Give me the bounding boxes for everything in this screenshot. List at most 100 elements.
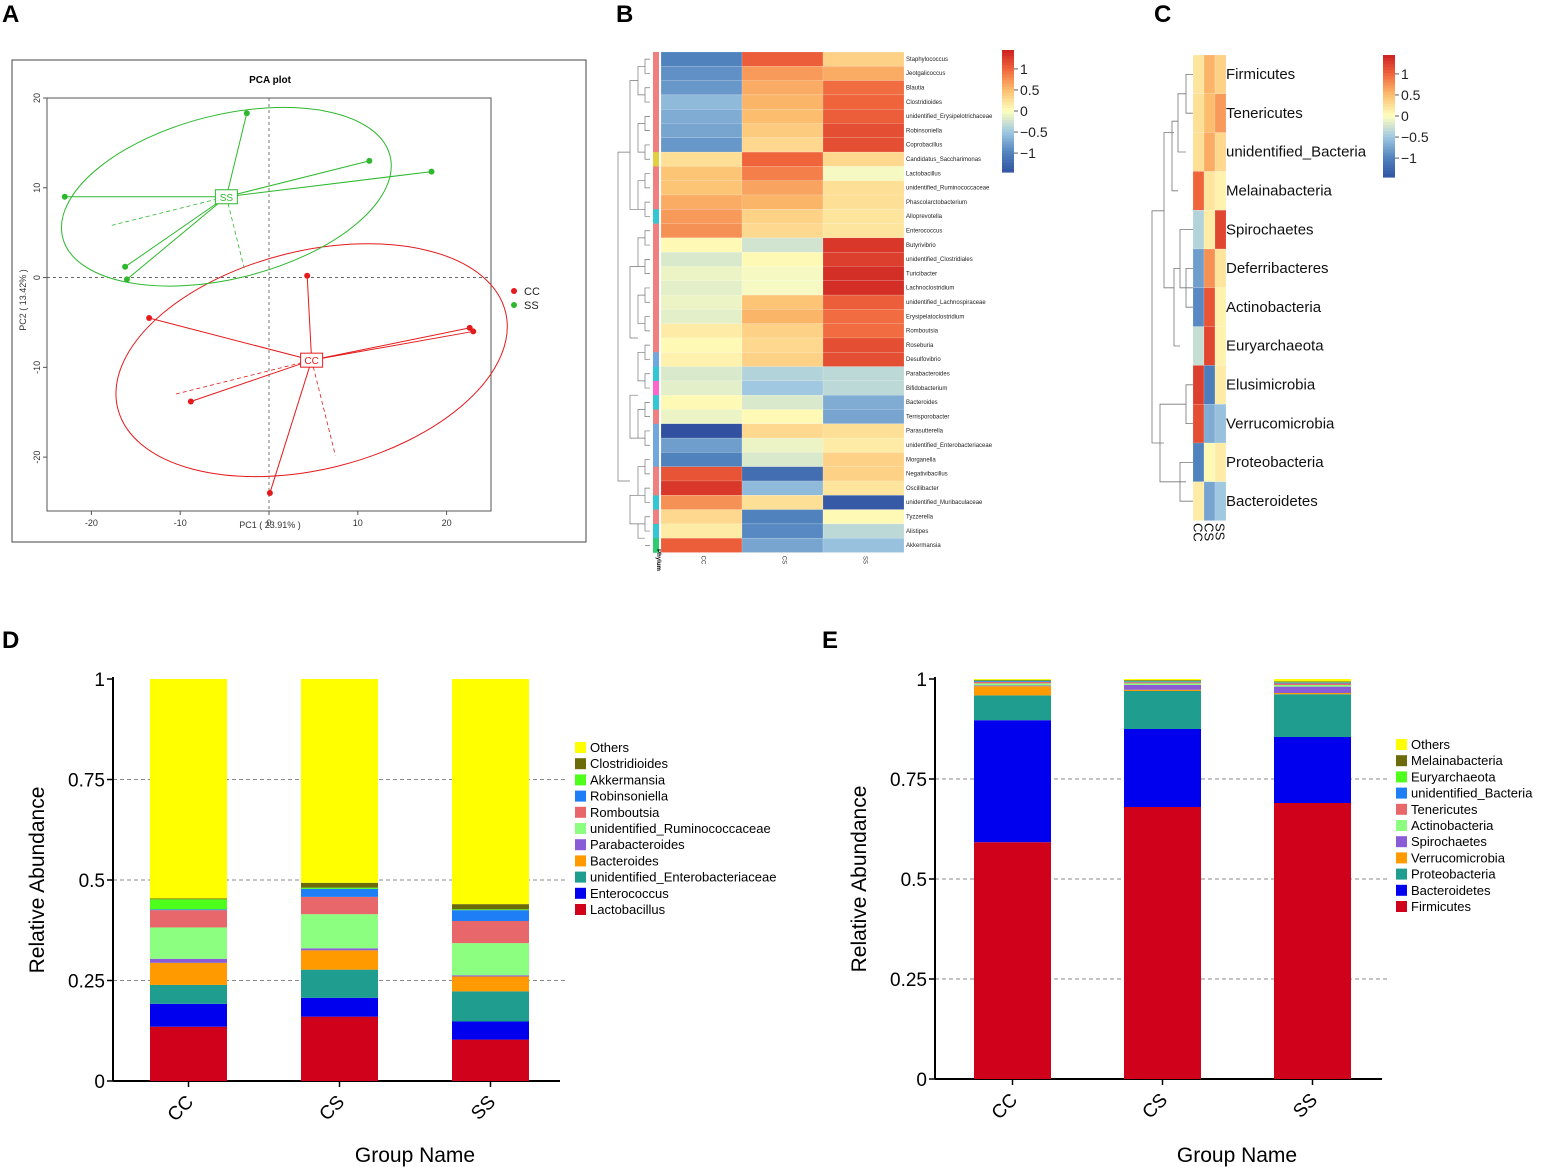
- phylum-heatmap-cell: [1214, 54, 1227, 94]
- genus-heatmap-cell: [660, 323, 743, 339]
- phylum-heatmap-cell: [1203, 248, 1216, 288]
- genus-colorbar-segment: [1002, 162, 1014, 167]
- genus-dendrogram-branch: [637, 180, 645, 210]
- genus-heatmap-cell: [660, 223, 743, 239]
- genus-row-label: Bacteroides: [906, 400, 938, 406]
- phylum-heatmap-cell: [1203, 132, 1216, 172]
- phylum-bar-bar-segment: [1124, 691, 1201, 729]
- genus-colorbar-segment: [1002, 107, 1014, 112]
- phylum-heatmap-cell: [1203, 54, 1216, 94]
- phylum-row-label: Proteobacteria: [1226, 454, 1324, 471]
- genus-row-label: Akkermansia: [906, 543, 941, 549]
- genus-phylum-cell: [653, 523, 659, 539]
- genus-colorbar-segment: [1002, 68, 1014, 72]
- genus-dendrogram-branch: [629, 266, 638, 339]
- phylum-bar-legend-label: Spirochaetes: [1411, 834, 1487, 849]
- genus-bar-bar-segment: [150, 984, 227, 1004]
- genus-colorbar-segment: [1002, 144, 1014, 149]
- genus-bar-bar-segment: [301, 1016, 378, 1081]
- genus-heatmap-cell: [822, 337, 905, 353]
- genus-heatmap-cell: [822, 523, 905, 539]
- genus-phylum-cell: [653, 438, 659, 453]
- genus-phylum-cell: [653, 538, 659, 553]
- genus-heatmap-cell: [822, 237, 905, 253]
- genus-row-label: Parabacteroides: [906, 371, 950, 377]
- genus-row-label: Erysipelatoclostridium: [906, 314, 964, 320]
- phylum-bar-xlabel: Group Name: [1177, 1144, 1297, 1167]
- pca-spoke: [311, 330, 474, 361]
- genus-heatmap-cell: [822, 280, 905, 296]
- genus-heatmap-cell: [822, 251, 905, 267]
- genus-heatmap-cell: [741, 166, 824, 181]
- pca-xlabel: PC1 ( 23.91% ): [239, 520, 301, 530]
- genus-heatmap-cell: [741, 523, 824, 539]
- phylum-bar-bar-segment: [1124, 682, 1201, 684]
- phylum-bar-ylabel: Relative Abundance: [848, 786, 871, 973]
- genus-heatmap-cell: [822, 323, 905, 339]
- phylum-dendrogram-branch: [1171, 120, 1178, 192]
- genus-phylum-cell: [653, 109, 659, 124]
- pca-point-cc: [470, 328, 477, 335]
- genus-column-label: CS: [781, 556, 787, 564]
- genus-colorbar-segment: [1002, 120, 1014, 124]
- phylum-bar-legend-label: Tenericutes: [1411, 802, 1478, 817]
- phylum-colorbar-segment: [1383, 122, 1395, 126]
- genus-phylum-cell: [653, 223, 659, 239]
- genus-heatmap-cell: [822, 466, 905, 482]
- phylum-bar-legend-swatch: [1396, 755, 1407, 767]
- genus-bar-bar-segment: [150, 958, 227, 963]
- phylum-bar-bar-segment: [1124, 689, 1201, 691]
- genus-phylum-cell: [653, 481, 659, 496]
- phylum-heatmap-cell: [1203, 442, 1216, 482]
- pca-x-tick-label: -10: [174, 518, 187, 528]
- genus-heatmap-cell: [660, 395, 743, 410]
- phylum-colorbar-segment: [1383, 94, 1395, 99]
- phylum-bar-bar-segment: [974, 679, 1051, 681]
- genus-bar-y-tick-label: 1: [94, 670, 105, 691]
- genus-bar-bar-segment: [452, 909, 529, 911]
- genus-colorbar-segment: [1002, 53, 1014, 57]
- genus-bar-legend-swatch: [575, 742, 586, 753]
- phylum-bar-bar-segment: [1274, 682, 1351, 684]
- genus-phylum-cell: [653, 338, 659, 353]
- phylum-heatmap-cell: [1203, 209, 1216, 250]
- genus-phylum-cell: [653, 466, 659, 482]
- genus-dendrogram-branch: [644, 201, 650, 217]
- pca-centroid-box: [300, 352, 324, 368]
- phylum-heatmap-cell: [1203, 171, 1216, 211]
- genus-heatmap-cell: [660, 237, 743, 253]
- pca-spoke: [148, 317, 312, 361]
- genus-colorbar-segment: [1002, 71, 1014, 75]
- genus-phylum-cell: [653, 80, 659, 96]
- phylum-colorbar: 1 0.5 0 −0.5 −1: [1383, 55, 1429, 178]
- genus-bar-bar-segment: [301, 969, 378, 998]
- phylum-heatmap-cell: [1192, 171, 1205, 211]
- panel-label-d: D: [2, 627, 19, 654]
- genus-bar-legend-label: Enterococcus: [590, 886, 669, 901]
- phylum-bar-legend-label: Proteobacteria: [1411, 867, 1496, 882]
- genus-colorbar-segment: [1002, 104, 1014, 109]
- phylum-bar-bar-segment: [1124, 680, 1201, 681]
- pca-y-tick-label: 20: [32, 93, 42, 103]
- pca-y-tick-label: -10: [32, 361, 42, 374]
- genus-bar-legend-swatch: [575, 887, 586, 899]
- genus-heatmap-cell: [660, 409, 743, 425]
- genus-bar-bar-segment: [150, 899, 227, 910]
- phylum-bar-legend-swatch: [1396, 803, 1407, 815]
- genus-row-label: Staphylococcus: [906, 57, 948, 63]
- genus-heatmap-cell: [660, 66, 743, 81]
- phylum-bar-legend-swatch: [1396, 868, 1407, 880]
- genus-colorbar-segment: [1002, 86, 1014, 91]
- genus-heatmap-cell: [741, 509, 824, 525]
- genus-heatmap-cell: [660, 294, 743, 310]
- genus-heatmap-cell: [741, 108, 824, 124]
- genus-row-label: Candidatus_Saccharimonas: [906, 157, 981, 163]
- genus-row-label: Oscillibacter: [906, 486, 939, 492]
- genus-dendrogram-branch: [644, 287, 650, 303]
- phylum-bar-legend-label: Euryarchaeota: [1411, 769, 1496, 784]
- genus-phylum-cell: [653, 123, 659, 139]
- genus-bar-legend-swatch: [575, 774, 586, 786]
- phylum-bar-legend-swatch: [1396, 771, 1407, 783]
- genus-bar-bar-segment: [150, 927, 227, 959]
- pca-x-tick-label: 0: [266, 518, 271, 528]
